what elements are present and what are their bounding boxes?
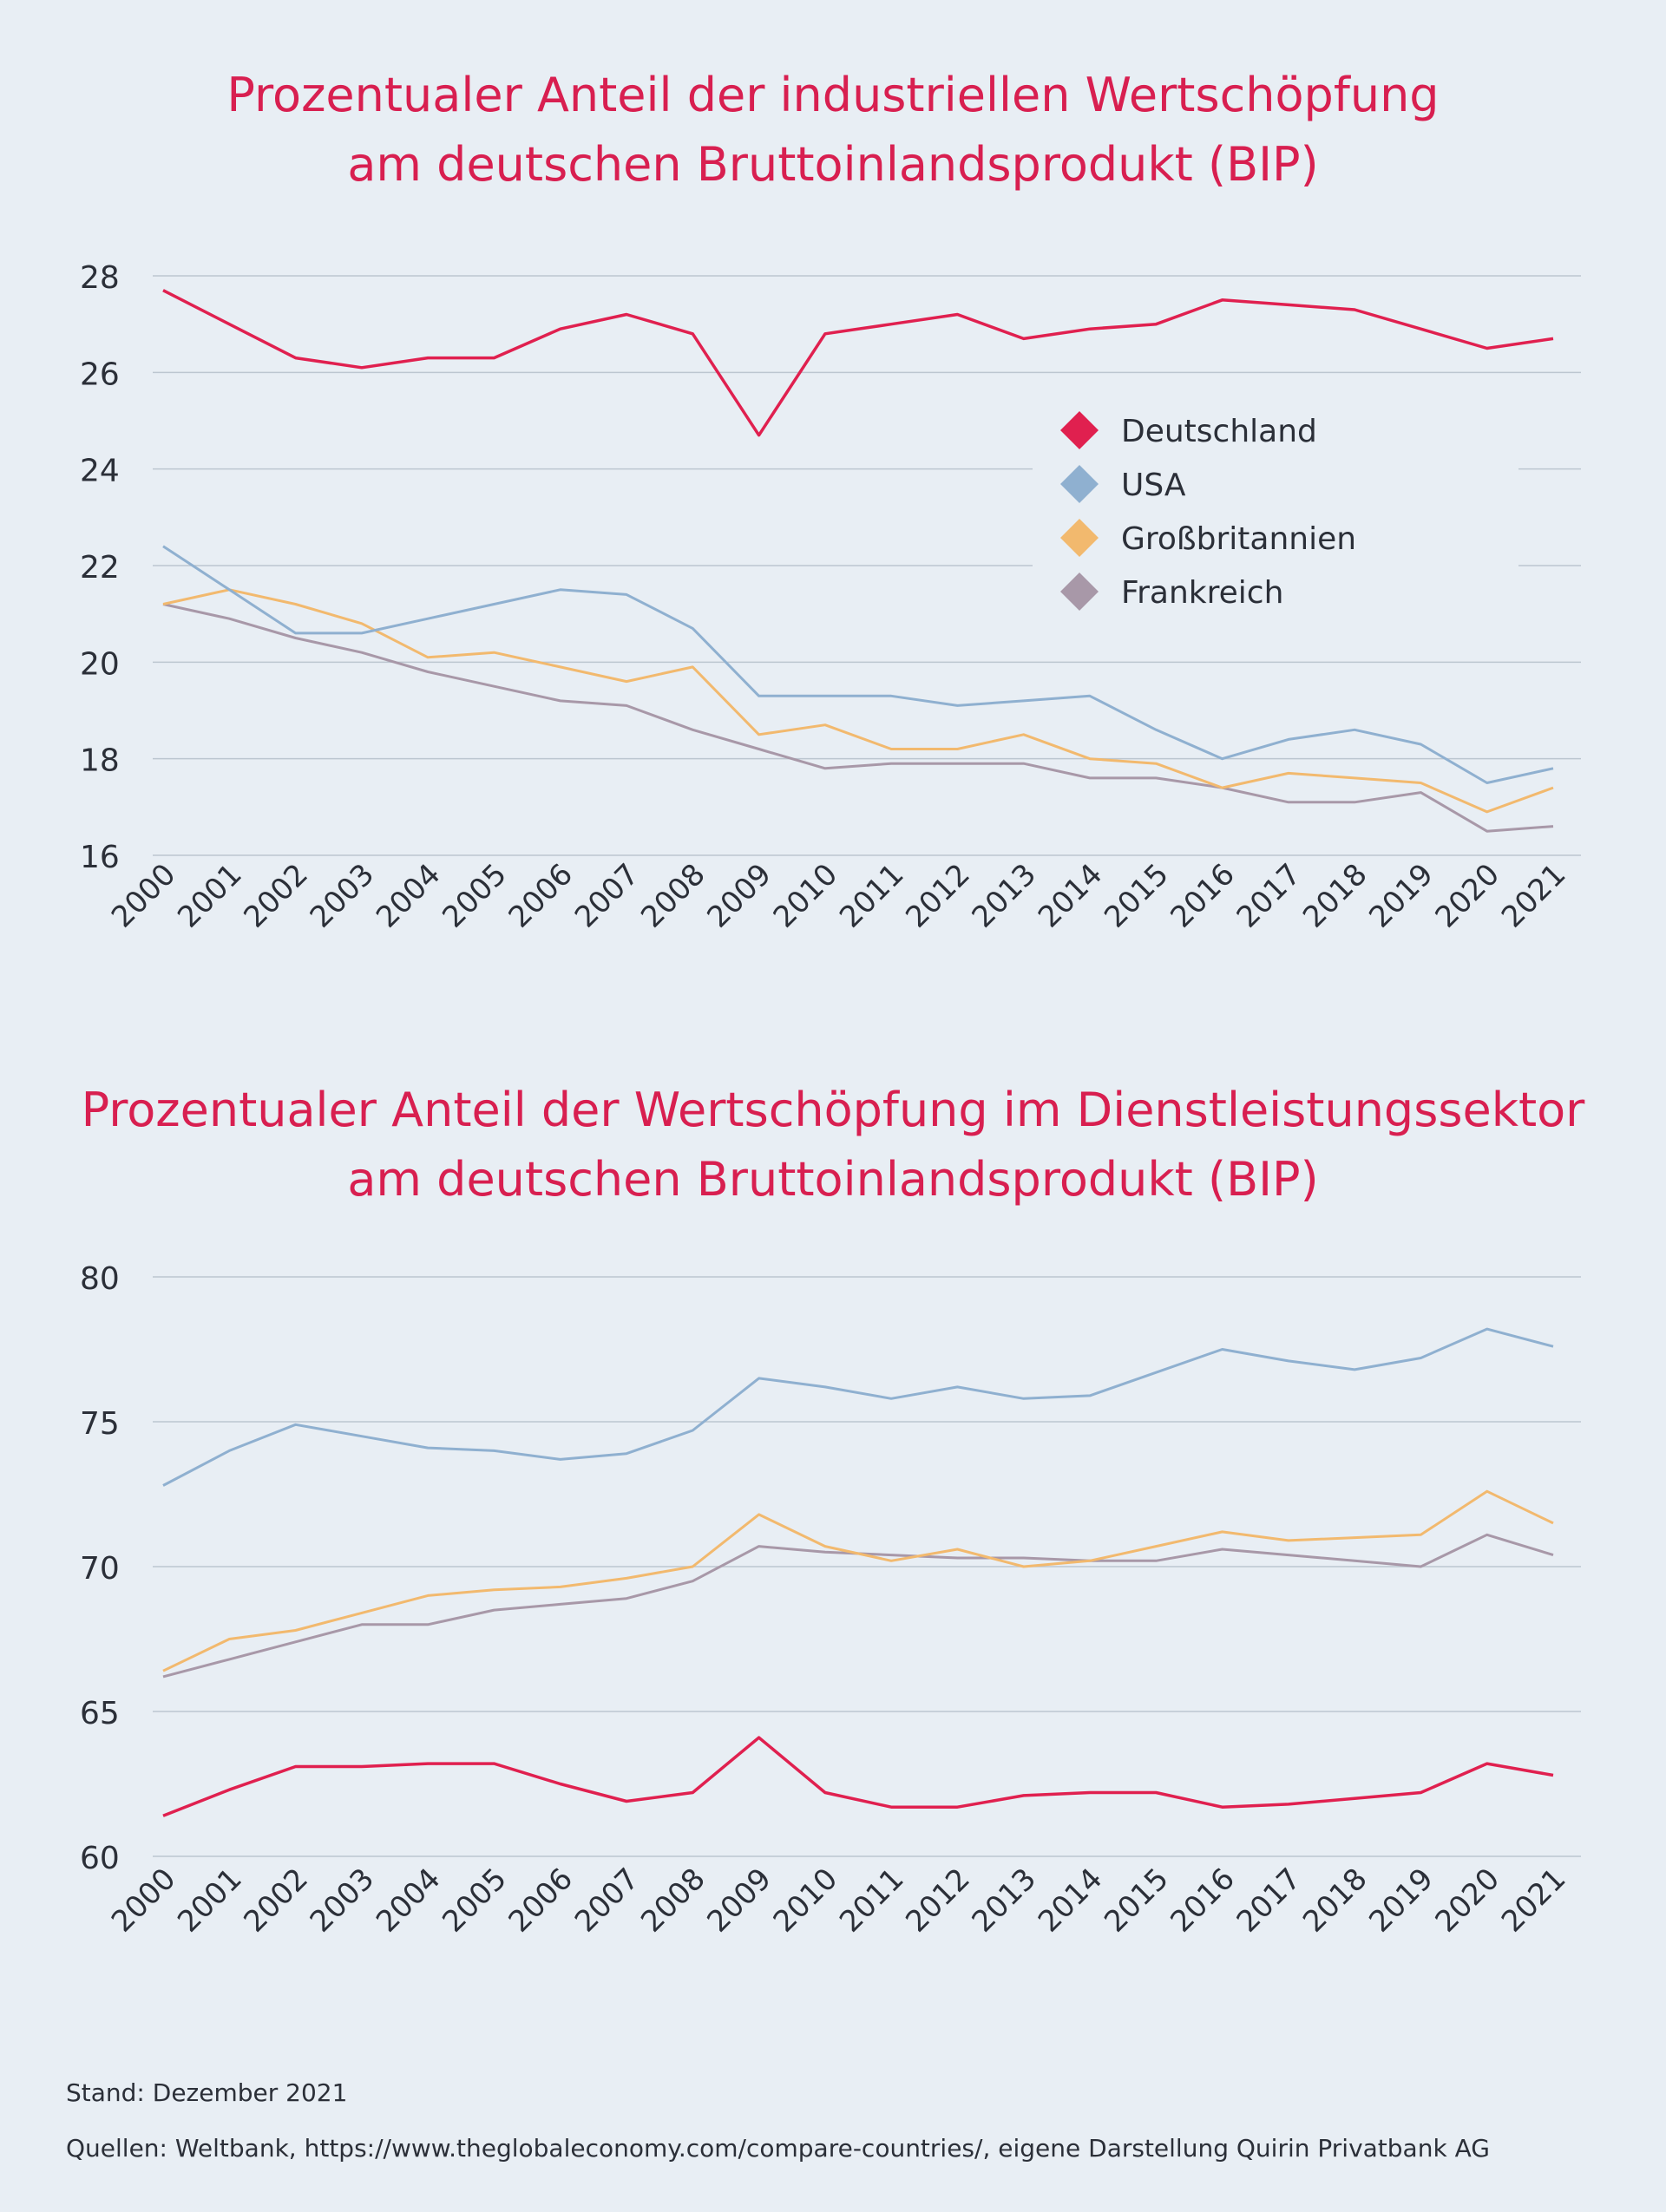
chart-1-title-line-2: am deutschen Bruttoinlandsprodukt (BIP) bbox=[347, 137, 1319, 192]
legend-swatch-deutschland bbox=[1060, 411, 1099, 449]
chart-1-title-line-1: Prozentualer Anteil der industriellen We… bbox=[226, 68, 1440, 122]
y-tick-label: 60 bbox=[80, 1841, 120, 1876]
y-tick-label: 28 bbox=[80, 260, 120, 296]
x-tick-label: 2002 bbox=[237, 1862, 314, 1939]
x-tick-label: 2010 bbox=[767, 1862, 844, 1939]
series-line-frankreich bbox=[162, 1533, 1554, 1679]
footer-sources: Quellen: Weltbank, https://www.theglobal… bbox=[66, 2134, 1490, 2163]
series-line-usa bbox=[162, 545, 1554, 784]
y-tick-label: 80 bbox=[80, 1261, 120, 1297]
series-line-grossbritannien bbox=[162, 588, 1554, 814]
y-tick-label: 65 bbox=[80, 1696, 120, 1731]
x-tick-label: 2013 bbox=[966, 1862, 1043, 1939]
x-tick-label: 2005 bbox=[436, 1862, 513, 1939]
series-line-frankreich bbox=[162, 603, 1554, 833]
x-tick-label: 2016 bbox=[1164, 1862, 1241, 1939]
legend: Deutschland USA Großbritannien Frankreich bbox=[1033, 399, 1518, 616]
chart-2-title-line-1: Prozentualer Anteil der Wertschöpfung im… bbox=[81, 1083, 1585, 1137]
series-line-deutschland bbox=[162, 289, 1554, 437]
y-tick-label: 16 bbox=[80, 840, 120, 875]
x-tick-label: 2006 bbox=[502, 1862, 580, 1939]
chart-2-title: Prozentualer Anteil der Wertschöpfung im… bbox=[0, 1076, 1666, 1214]
legend-label-usa: USA bbox=[1121, 468, 1186, 503]
x-tick-label: 2003 bbox=[304, 1862, 381, 1939]
x-tick-label: 2015 bbox=[1098, 1862, 1175, 1939]
legend-label-frankreich: Frankreich bbox=[1121, 575, 1283, 611]
footer-date: Stand: Dezember 2021 bbox=[66, 2078, 348, 2107]
legend-swatch-frankreich bbox=[1060, 573, 1099, 611]
y-tick-label: 70 bbox=[80, 1551, 120, 1587]
y-tick-label: 24 bbox=[80, 454, 120, 489]
y-tick-label: 26 bbox=[80, 357, 120, 392]
y-tick-label: 75 bbox=[80, 1406, 120, 1442]
x-tick-label: 2011 bbox=[833, 1862, 910, 1939]
x-tick-label: 2017 bbox=[1230, 1862, 1308, 1939]
series-line-usa bbox=[162, 1327, 1554, 1487]
x-tick-label: 2018 bbox=[1296, 1862, 1374, 1939]
x-tick-label: 2014 bbox=[1032, 1862, 1109, 1939]
legend-swatch-usa bbox=[1060, 465, 1099, 503]
chart-2-title-line-2: am deutschen Bruttoinlandsprodukt (BIP) bbox=[347, 1152, 1319, 1207]
legend-label-deutschland: Deutschland bbox=[1121, 414, 1317, 449]
series-line-deutschland bbox=[162, 1736, 1554, 1817]
legend-swatch-grossbritannien bbox=[1060, 519, 1099, 557]
x-tick-label: 2019 bbox=[1362, 1862, 1440, 1939]
x-tick-label: 2007 bbox=[568, 1862, 646, 1939]
x-tick-label: 2001 bbox=[171, 1862, 248, 1939]
chart-1-title: Prozentualer Anteil der industriellen We… bbox=[0, 61, 1666, 200]
x-tick-label: 2021 bbox=[1495, 1862, 1572, 1939]
services-chart: 6065707580200020012002200320042005200620… bbox=[80, 1261, 1581, 1940]
x-tick-label: 2020 bbox=[1429, 1862, 1506, 1939]
series-line-grossbritannien bbox=[162, 1489, 1554, 1672]
x-tick-label: 2004 bbox=[370, 1862, 447, 1939]
industry-chart: 1618202224262820002001200220032004200520… bbox=[80, 260, 1581, 935]
x-tick-label: 2009 bbox=[700, 1862, 777, 1939]
legend-background bbox=[1033, 399, 1518, 616]
legend-label-grossbritannien: Großbritannien bbox=[1121, 521, 1356, 557]
y-tick-label: 20 bbox=[80, 646, 120, 682]
x-tick-label: 2012 bbox=[899, 1862, 976, 1939]
y-tick-label: 18 bbox=[80, 743, 120, 779]
x-tick-label: 2008 bbox=[634, 1862, 712, 1939]
y-tick-label: 22 bbox=[80, 550, 120, 586]
